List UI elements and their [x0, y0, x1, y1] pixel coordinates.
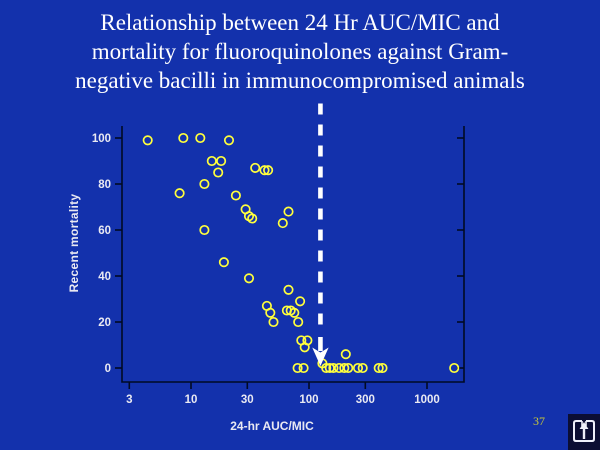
y-tick-label: 0 [105, 363, 111, 375]
scatter-point [174, 188, 185, 199]
scatter-point [199, 178, 210, 190]
scatter-point [373, 362, 384, 374]
scatter-point [324, 362, 335, 374]
scatter-point [265, 307, 276, 318]
scatter-point [195, 132, 206, 144]
axes: 0 20 40 60 80 100 3 10 30 100 300 1000 [92, 126, 465, 406]
x-tick-label: 30 [241, 394, 254, 406]
scatter-point [223, 135, 235, 146]
scatter-point [283, 284, 294, 295]
scatter-point [343, 362, 354, 374]
scatter-point [283, 206, 294, 217]
scatter-point [199, 224, 210, 236]
scatter-point [293, 316, 304, 328]
x-tick-label: 300 [356, 394, 375, 406]
scatter-point [263, 165, 274, 176]
scatter-point [259, 165, 270, 176]
scatter-point [268, 316, 279, 328]
scatter-point [230, 190, 241, 201]
scatter-point [277, 218, 288, 229]
scatter-point [340, 349, 351, 360]
title-line-1: Relationship between 24 Hr AUC/MIC and [100, 10, 500, 35]
scatter-point [142, 135, 153, 146]
scatter-point [298, 362, 309, 374]
scatter-point [178, 132, 189, 144]
y-tick-label: 40 [98, 271, 111, 283]
y-axis-label: Recent mortality [67, 193, 81, 293]
x-tick-label: 100 [299, 394, 318, 406]
page-number: 37 [533, 414, 545, 428]
scatter-point [247, 213, 258, 224]
scatter-point [289, 307, 300, 318]
scatter-point [352, 362, 364, 374]
scatter-point [218, 257, 229, 268]
scatter-point [206, 155, 217, 167]
slide-title: Relationship between 24 Hr AUC/MIC and m… [0, 8, 600, 95]
x-axis-label: 24-hr AUC/MIC [230, 419, 314, 433]
scatter-point [377, 362, 388, 374]
x-tick-label: 1000 [414, 394, 440, 406]
scatter-point [328, 362, 339, 374]
return-arrow-glyph [573, 420, 595, 442]
scatter-point [357, 362, 368, 374]
scatter-point [339, 362, 350, 374]
scatter-point [292, 362, 303, 374]
y-tick-label: 100 [92, 133, 111, 145]
scatter-point [213, 167, 224, 178]
x-tick-label: 3 [126, 394, 132, 406]
arrow-head-icon [312, 347, 329, 366]
scatter-point [250, 162, 261, 173]
y-tick-label: 20 [98, 317, 111, 329]
x-tick-label: 10 [185, 394, 198, 406]
scatter-point [295, 296, 306, 307]
scatter-points [142, 132, 460, 374]
scatter-point [216, 155, 227, 167]
threshold-annotation [312, 103, 329, 366]
scatter-point [243, 273, 255, 284]
scatter-point [449, 362, 460, 374]
action-button-return-icon[interactable] [568, 414, 600, 450]
title-line-2: mortality for fluoroquinolones against G… [91, 39, 509, 64]
y-tick-label: 80 [98, 179, 111, 191]
scatter-point [299, 342, 310, 353]
scatter-point [321, 362, 332, 374]
title-line-3: negative bacilli in immunocompromised an… [75, 68, 525, 93]
y-tick-label: 60 [98, 225, 111, 237]
